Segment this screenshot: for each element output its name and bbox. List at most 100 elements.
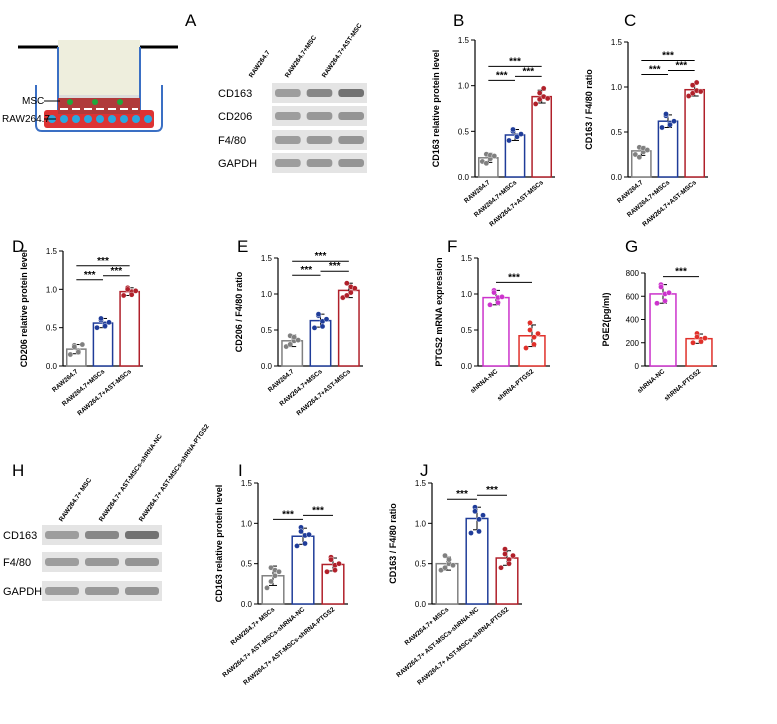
- data-point: [442, 552, 448, 559]
- data-point: [276, 568, 282, 575]
- y-tick-label: 0.0: [461, 362, 473, 371]
- y-tick-label: 400: [626, 316, 640, 325]
- data-point: [311, 325, 318, 331]
- data-point: [128, 291, 135, 298]
- data-point: [666, 289, 672, 296]
- data-point: [689, 90, 696, 97]
- data-point: [693, 79, 700, 86]
- blot-band: [45, 587, 79, 595]
- y-tick-label: 0.0: [458, 173, 470, 182]
- y-tick-label: 1.0: [458, 82, 470, 91]
- data-point: [518, 131, 524, 137]
- data-point: [510, 552, 516, 559]
- y-tick-label: 1.5: [458, 36, 470, 45]
- blot-column-label: RAW264.7: [248, 49, 272, 79]
- data-point: [531, 334, 537, 341]
- y-tick-label: 1.0: [415, 519, 427, 528]
- data-point: [685, 93, 692, 99]
- data-point: [294, 543, 300, 549]
- y-axis-label: CD163 relative protein level: [431, 50, 441, 168]
- data-point: [67, 351, 74, 358]
- x-tick-label: shRNA-NC: [469, 368, 499, 395]
- x-tick-label: shRNA-PTGS2: [496, 368, 535, 403]
- y-tick-label: 1.0: [241, 519, 253, 528]
- data-point: [663, 111, 669, 117]
- y-tick-label: 0.0: [611, 173, 623, 182]
- x-tick-label: RAW264.7+AST-MSCs: [295, 368, 352, 417]
- y-tick-label: 1.0: [611, 83, 623, 92]
- panel-letter: E: [237, 237, 248, 256]
- bar: [531, 95, 553, 178]
- y-axis-label: CD163 / F4/80 ratio: [388, 503, 398, 584]
- panel-letter: A: [185, 11, 197, 30]
- y-tick-label: 1.5: [415, 479, 427, 488]
- significance-label: ***: [84, 270, 96, 281]
- data-point: [348, 289, 354, 296]
- data-point: [536, 96, 543, 103]
- blot-band: [85, 531, 119, 539]
- blot-row-label: CD163: [3, 530, 37, 542]
- y-axis-label: PTGS2 mRNA expression: [434, 257, 444, 366]
- blot-column-label: RAW264.7+ MSC: [58, 477, 93, 523]
- data-point: [79, 341, 86, 348]
- data-point: [480, 512, 486, 519]
- blot-column-label: RAW264.7+ AST-MSCs-shRNA-PTGS2: [138, 423, 211, 523]
- y-tick-label: 1.0: [46, 285, 58, 294]
- panel-letter: H: [12, 461, 24, 480]
- data-point: [483, 160, 490, 167]
- data-point: [344, 280, 350, 287]
- y-tick-label: 0.5: [611, 128, 623, 137]
- y-tick-label: 800: [626, 269, 640, 278]
- data-point: [446, 556, 452, 563]
- data-point: [302, 540, 308, 547]
- data-point: [632, 151, 639, 158]
- data-point: [352, 285, 358, 292]
- data-point: [689, 82, 696, 88]
- data-point: [291, 334, 297, 341]
- data-point: [535, 330, 541, 337]
- blot-band: [125, 558, 159, 566]
- y-axis-label: CD206 / F4/80 ratio: [234, 271, 244, 352]
- significance-label: ***: [496, 70, 508, 81]
- y-tick-label: 200: [626, 339, 640, 348]
- bar: [649, 293, 677, 367]
- data-point: [659, 124, 665, 131]
- y-tick-label: 0.5: [241, 560, 253, 569]
- data-point: [527, 319, 533, 326]
- y-tick-label: 0.0: [241, 600, 253, 609]
- data-point: [644, 147, 651, 153]
- y-axis-label: CD163 / F4/80 ratio: [584, 69, 594, 150]
- data-point: [268, 578, 274, 585]
- blot-band: [45, 531, 79, 539]
- blot-band: [306, 112, 333, 120]
- data-point: [698, 338, 704, 345]
- y-tick-label: 0.0: [261, 362, 273, 371]
- data-point: [476, 516, 482, 523]
- data-point: [697, 88, 704, 95]
- significance-label: ***: [508, 272, 520, 283]
- data-point: [120, 292, 127, 299]
- data-point: [102, 323, 108, 329]
- panel-letter: D: [12, 237, 24, 256]
- x-tick-label: shRNA-PTGS2: [663, 368, 702, 403]
- data-point: [527, 327, 533, 333]
- blot-row-label: CD206: [218, 111, 252, 123]
- data-point: [658, 284, 664, 290]
- data-point: [324, 568, 330, 575]
- data-point: [498, 564, 504, 571]
- blot-band: [275, 159, 301, 167]
- x-tick-label: RAW264.7+AST-MSCs: [488, 179, 545, 228]
- data-point: [319, 323, 326, 330]
- blot-row-label: GAPDH: [3, 586, 42, 598]
- blot-band: [306, 89, 333, 97]
- data-point: [514, 134, 520, 140]
- significance-label: ***: [649, 65, 661, 76]
- data-point: [442, 564, 448, 571]
- y-tick-label: 0.5: [415, 560, 427, 569]
- significance-label: ***: [675, 267, 687, 278]
- blot-band: [306, 136, 333, 144]
- bar: [119, 290, 141, 367]
- data-point: [491, 153, 498, 159]
- panel-letter: G: [625, 237, 638, 256]
